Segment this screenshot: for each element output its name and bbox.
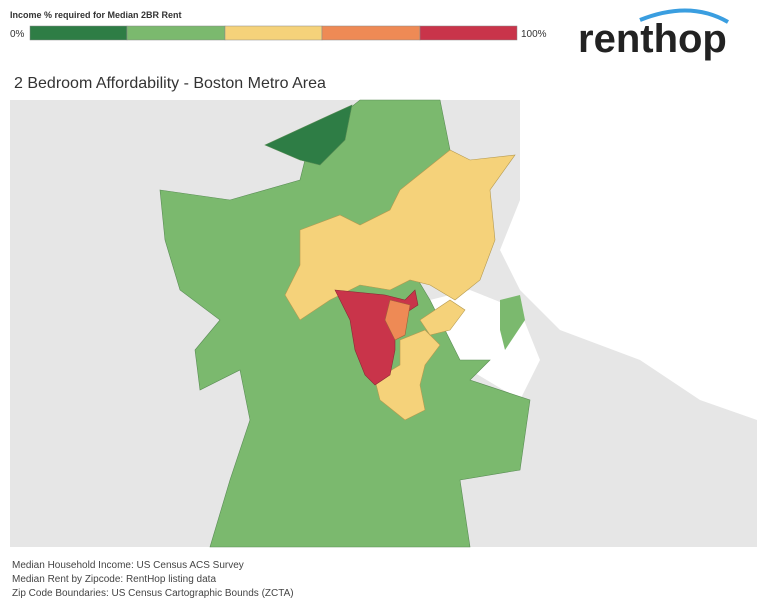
- legend-max: 100%: [521, 29, 547, 40]
- green-region: [500, 295, 525, 350]
- legend-swatch: [419, 25, 518, 41]
- legend-bar: [29, 25, 518, 41]
- logo-arc: [639, 8, 730, 24]
- legend-swatch: [126, 25, 226, 41]
- orange-region: [384, 299, 411, 341]
- map-title: 2 Bedroom Affordability - Boston Metro A…: [14, 75, 326, 92]
- water: [500, 100, 757, 420]
- legend-swatch: [224, 25, 323, 41]
- legend-title: Income % required for Median 2BR Rent: [10, 10, 182, 20]
- yellow-region: [284, 149, 516, 321]
- source-line: Zip Code Boundaries: US Census Cartograp…: [12, 588, 294, 599]
- legend-min: 0%: [10, 29, 25, 40]
- map: [10, 99, 757, 548]
- yellow-region: [419, 299, 466, 336]
- legend-swatch: [29, 25, 128, 41]
- legend-swatch: [321, 25, 421, 41]
- dark-green-region: [264, 104, 353, 166]
- source-line: Median Household Income: US Census ACS S…: [12, 560, 244, 571]
- source-line: Median Rent by Zipcode: RentHop listing …: [12, 574, 216, 585]
- green-region: [159, 99, 531, 548]
- logo: renthop: [578, 17, 727, 61]
